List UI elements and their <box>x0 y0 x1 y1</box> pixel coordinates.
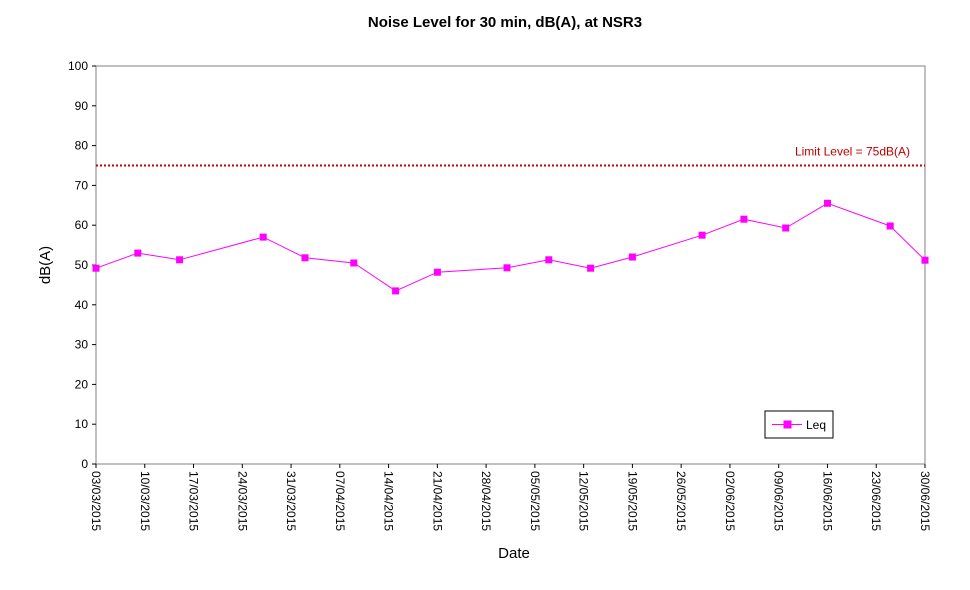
y-tick-label: 30 <box>75 338 89 352</box>
data-point <box>259 233 267 241</box>
y-tick-label: 40 <box>75 298 89 312</box>
data-point <box>350 259 358 267</box>
x-tick-label: 14/04/2015 <box>382 471 396 531</box>
x-tick-label: 23/06/2015 <box>869 471 883 531</box>
x-tick-label: 05/05/2015 <box>528 471 542 531</box>
data-point <box>92 264 100 272</box>
y-axis-label: dB(A) <box>37 246 54 284</box>
legend-swatch-marker <box>783 420 792 429</box>
x-tick-label: 30/06/2015 <box>918 471 932 531</box>
y-tick-label: 10 <box>75 417 89 431</box>
data-point <box>392 287 400 295</box>
y-tick-label: 0 <box>81 457 88 471</box>
data-point <box>176 256 184 264</box>
x-tick-label: 09/06/2015 <box>772 471 786 531</box>
x-tick-label: 03/03/2015 <box>89 471 103 531</box>
x-tick-label: 10/03/2015 <box>138 471 152 531</box>
chart-title: Noise Level for 30 min, dB(A), at NSR3 <box>368 14 642 31</box>
y-tick-label: 80 <box>75 139 89 153</box>
series-layer <box>92 199 929 295</box>
y-tick-label: 100 <box>68 59 88 73</box>
legend-label: Leq <box>806 418 826 432</box>
x-tick-label: 24/03/2015 <box>235 471 249 531</box>
x-axis: 03/03/2015 10/03/2015 17/03/2015 24/03/2015… <box>89 464 932 531</box>
data-point <box>433 268 441 276</box>
x-tick-label: 12/05/2015 <box>577 471 591 531</box>
x-tick-label: 26/05/2015 <box>674 471 688 531</box>
data-point <box>545 256 553 264</box>
x-tick-label: 16/06/2015 <box>820 471 834 531</box>
data-point <box>301 254 309 262</box>
data-point <box>698 231 706 239</box>
data-point <box>824 199 831 207</box>
y-tick-label: 60 <box>75 218 89 232</box>
legend: Leq <box>764 410 834 439</box>
y-tick-label: 20 <box>75 377 89 391</box>
y-tick-label: 50 <box>75 258 89 272</box>
data-point <box>503 264 511 272</box>
x-tick-label: 28/04/2015 <box>479 471 493 531</box>
data-point <box>134 249 142 257</box>
data-point <box>921 256 929 264</box>
x-tick-label: 21/04/2015 <box>430 471 444 531</box>
limit-label: Limit Level = 75dB(A) <box>795 145 910 159</box>
data-point <box>740 215 748 223</box>
x-tick-label: 17/03/2015 <box>187 471 201 531</box>
data-point <box>782 224 790 232</box>
series-line-leq <box>95 202 926 292</box>
y-axis: 0 10 20 30 40 50 60 70 80 90 100 <box>68 59 96 471</box>
x-tick-label: 02/06/2015 <box>723 471 737 531</box>
y-tick-label: 90 <box>75 99 89 113</box>
y-tick-label: 70 <box>75 178 89 192</box>
data-point <box>628 253 636 261</box>
data-point <box>886 222 894 230</box>
data-point <box>587 264 595 272</box>
x-tick-label: 31/03/2015 <box>284 471 298 531</box>
x-tick-label: 19/05/2015 <box>625 471 639 531</box>
x-tick-label: 07/04/2015 <box>333 471 347 531</box>
x-axis-label: Date <box>498 545 530 562</box>
